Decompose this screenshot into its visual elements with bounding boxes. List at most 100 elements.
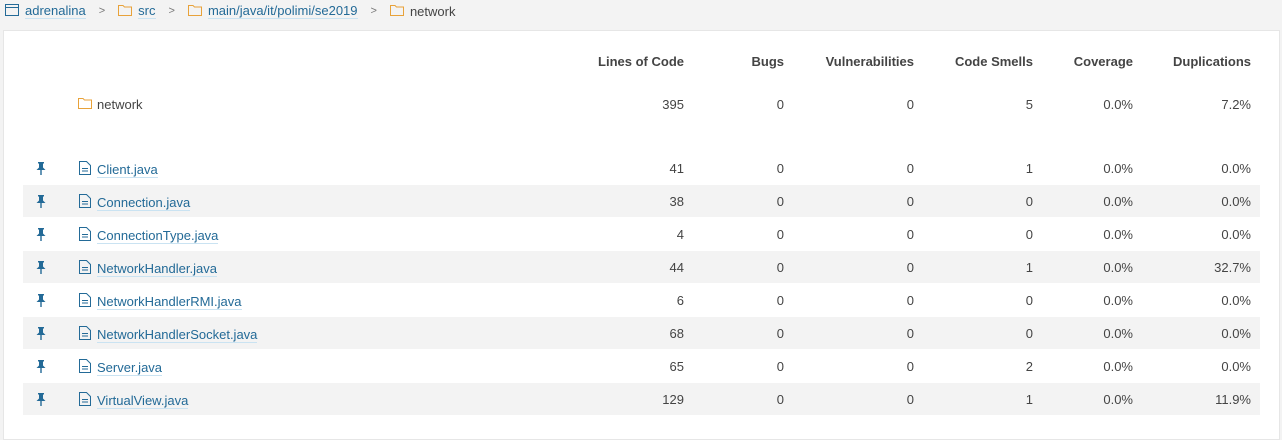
breadcrumb-separator: > (98, 5, 106, 17)
file-value-coverage: 0.0% (1103, 293, 1133, 308)
file-value-coverage: 0.0% (1103, 227, 1133, 242)
file-value-bugs: 0 (776, 359, 784, 374)
file-value-duplications: 0.0% (1221, 194, 1251, 209)
base-value-2: 0 (906, 97, 914, 112)
pin-button[interactable] (36, 227, 46, 244)
project-icon (5, 3, 19, 19)
pin-button[interactable] (36, 326, 46, 343)
breadcrumb-link[interactable]: adrenalina (25, 3, 86, 19)
file-value-duplications: 32.7% (1214, 260, 1251, 275)
column-header-code-smells: Code Smells (954, 54, 1033, 69)
file-value-bugs: 0 (776, 326, 784, 341)
pin-icon (36, 392, 46, 409)
breadcrumb-item-3: network (389, 3, 456, 19)
base-directory-label: network (97, 97, 143, 112)
breadcrumb-item-1[interactable]: src (118, 3, 156, 19)
column-header-vulnerabilities: Vulnerabilities (825, 54, 914, 69)
breadcrumb-current: network (409, 3, 456, 19)
file-value-vulnerabilities: 0 (906, 260, 914, 275)
file-icon (79, 359, 91, 376)
file-link[interactable]: VirtualView.java (97, 392, 189, 409)
file-value-code-smells: 0 (1025, 227, 1033, 242)
file-value-coverage: 0.0% (1103, 359, 1133, 374)
file-row: Client.java 41 0 0 1 0.0% 0.0% (23, 152, 1260, 184)
file-value-lines-of-code: 38 (669, 194, 684, 209)
pin-button[interactable] (36, 359, 46, 376)
file-value-vulnerabilities: 0 (906, 293, 914, 308)
pin-icon (36, 260, 46, 277)
file-value-lines-of-code: 68 (669, 326, 684, 341)
file-value-coverage: 0.0% (1103, 194, 1133, 209)
file-name-cell: NetworkHandler.java (79, 260, 217, 277)
file-link[interactable]: Connection.java (97, 194, 191, 211)
file-value-bugs: 0 (776, 293, 784, 308)
pin-button[interactable] (36, 194, 46, 211)
measures-panel (3, 30, 1280, 440)
file-row: NetworkHandler.java 44 0 0 1 0.0% 32.7% (23, 251, 1260, 283)
file-row: NetworkHandlerSocket.java 68 0 0 0 0.0% 0.0% (23, 317, 1260, 349)
pin-icon (36, 161, 46, 178)
file-value-code-smells: 0 (1025, 326, 1033, 341)
file-icon (79, 161, 91, 178)
file-link[interactable]: ConnectionType.java (97, 227, 219, 244)
file-value-code-smells: 0 (1025, 194, 1033, 209)
column-header-coverage: Coverage (1073, 54, 1133, 69)
file-value-duplications: 0.0% (1221, 293, 1251, 308)
file-value-vulnerabilities: 0 (906, 227, 914, 242)
pin-button[interactable] (36, 260, 46, 277)
file-value-lines-of-code: 65 (669, 359, 684, 374)
base-value-3: 5 (1025, 97, 1033, 112)
file-name-cell: NetworkHandlerRMI.java (79, 293, 242, 310)
file-row: Server.java 65 0 0 2 0.0% 0.0% (23, 350, 1260, 382)
file-value-coverage: 0.0% (1103, 326, 1133, 341)
file-value-lines-of-code: 41 (669, 161, 684, 176)
file-value-lines-of-code: 4 (676, 227, 684, 242)
file-value-code-smells: 0 (1025, 293, 1033, 308)
column-header-bugs: Bugs (751, 54, 785, 69)
file-name-cell: VirtualView.java (79, 392, 189, 409)
file-value-duplications: 0.0% (1221, 359, 1251, 374)
file-value-lines-of-code: 6 (676, 293, 684, 308)
file-link[interactable]: Server.java (97, 359, 163, 376)
pin-button[interactable] (36, 161, 46, 178)
file-value-vulnerabilities: 0 (906, 359, 914, 374)
breadcrumb-separator: > (370, 5, 377, 17)
breadcrumb-link[interactable]: main/java/it/polimi/se2019 (207, 3, 358, 19)
file-value-lines-of-code: 129 (662, 392, 684, 407)
file-row: NetworkHandlerRMI.java 6 0 0 0 0.0% 0.0% (23, 284, 1260, 316)
file-link[interactable]: Client.java (97, 161, 158, 178)
file-link[interactable]: NetworkHandler.java (97, 260, 217, 277)
folder-icon (389, 4, 404, 19)
breadcrumb-link[interactable]: src (138, 3, 156, 19)
pin-button[interactable] (36, 293, 46, 310)
pin-icon (36, 326, 46, 343)
file-link[interactable]: NetworkHandlerRMI.java (97, 293, 242, 310)
file-link[interactable]: NetworkHandlerSocket.java (97, 326, 258, 343)
breadcrumb-item-0[interactable]: adrenalina (5, 3, 86, 19)
file-value-code-smells: 2 (1025, 359, 1033, 374)
pin-button[interactable] (36, 392, 46, 409)
breadcrumb: adrenalina > src > main/java/it/polimi/se201… (0, 0, 455, 22)
file-icon (79, 392, 91, 409)
breadcrumb-item-2[interactable]: main/java/it/polimi/se2019 (187, 3, 358, 19)
pin-icon (36, 227, 46, 244)
file-value-vulnerabilities: 0 (906, 326, 914, 341)
file-icon (79, 293, 91, 310)
file-value-bugs: 0 (776, 260, 784, 275)
folder-icon (78, 97, 92, 112)
file-icon (79, 326, 91, 343)
file-value-bugs: 0 (776, 161, 784, 176)
file-value-code-smells: 1 (1025, 392, 1033, 407)
column-header-lines-of-code: Lines of Code (598, 54, 684, 69)
base-value-4: 0.0% (1103, 97, 1133, 112)
file-icon (79, 194, 91, 211)
file-row: ConnectionType.java 4 0 0 0 0.0% 0.0% (23, 218, 1260, 250)
file-value-lines-of-code: 44 (669, 260, 684, 275)
file-name-cell: NetworkHandlerSocket.java (79, 326, 258, 343)
file-name-cell: Connection.java (79, 194, 191, 211)
file-value-duplications: 0.0% (1221, 227, 1251, 242)
file-value-coverage: 0.0% (1103, 161, 1133, 176)
file-row: Connection.java 38 0 0 0 0.0% 0.0% (23, 185, 1260, 217)
file-value-coverage: 0.0% (1103, 260, 1133, 275)
file-value-duplications: 0.0% (1221, 326, 1251, 341)
